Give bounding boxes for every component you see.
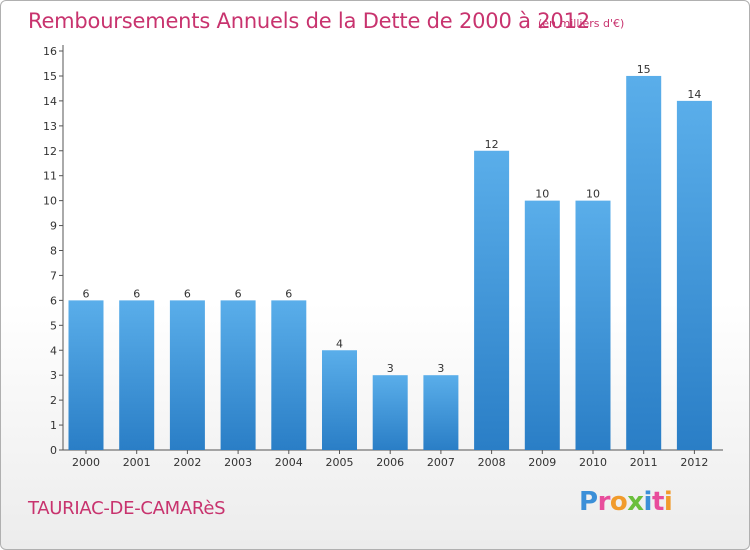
- x-tick-label: 2003: [224, 456, 252, 469]
- y-tick-label: 8: [50, 245, 57, 258]
- logo-letter: P: [579, 487, 598, 517]
- bar: [220, 300, 256, 450]
- logo-letter: o: [609, 487, 628, 517]
- bar: [372, 375, 408, 450]
- bar: [68, 300, 104, 450]
- logo-letter: i: [643, 487, 653, 517]
- bar: [119, 300, 155, 450]
- data-label: 4: [336, 337, 343, 350]
- y-tick-label: 15: [43, 70, 57, 83]
- y-tick-label: 9: [50, 220, 57, 233]
- bar: [271, 300, 307, 450]
- x-tick-label: 2007: [427, 456, 455, 469]
- data-label: 3: [437, 362, 444, 375]
- bar: [524, 200, 560, 450]
- logo-letter: t: [651, 487, 664, 517]
- chart-unit: (en milliers d'€): [538, 17, 625, 30]
- data-label: 15: [637, 63, 651, 76]
- logo-letter: i: [663, 487, 673, 517]
- data-label: 6: [285, 287, 292, 300]
- y-tick-label: 1: [50, 419, 57, 432]
- data-label: 6: [83, 287, 90, 300]
- proxiti-logo: Proxiti: [579, 487, 673, 517]
- y-tick-label: 10: [43, 195, 57, 208]
- data-label: 10: [586, 188, 600, 201]
- y-tick-label: 14: [43, 95, 57, 108]
- data-label: 12: [485, 138, 499, 151]
- x-tick-label: 2008: [478, 456, 506, 469]
- y-tick-label: 16: [43, 45, 57, 58]
- x-tick-label: 2002: [173, 456, 201, 469]
- data-label: 10: [535, 188, 549, 201]
- y-tick-label: 11: [43, 170, 57, 183]
- logo-letter: x: [627, 487, 644, 517]
- x-tick-label: 2009: [528, 456, 556, 469]
- y-tick-label: 7: [50, 269, 57, 282]
- bar: [626, 75, 662, 450]
- x-tick-label: 2000: [72, 456, 100, 469]
- bar: [423, 375, 459, 450]
- x-tick-label: 2010: [579, 456, 607, 469]
- bar: [474, 150, 510, 450]
- bar: [322, 350, 357, 450]
- y-tick-label: 5: [50, 319, 57, 332]
- y-tick-label: 13: [43, 120, 57, 133]
- data-label: 3: [387, 362, 394, 375]
- data-label: 6: [133, 287, 140, 300]
- y-tick-label: 0: [50, 444, 57, 457]
- x-tick-label: 2012: [680, 456, 708, 469]
- municipality-name: TAURIAC-DE-CAMARèS: [28, 498, 226, 519]
- data-label: 6: [235, 287, 242, 300]
- data-label: 14: [687, 88, 701, 101]
- bar: [676, 100, 712, 450]
- bar: [575, 200, 611, 450]
- logo-letter: r: [597, 487, 611, 517]
- x-tick-label: 2005: [326, 456, 354, 469]
- x-tick-label: 2004: [275, 456, 303, 469]
- y-tick-label: 6: [50, 294, 57, 307]
- chart-title: Remboursements Annuels de la Dette de 20…: [28, 9, 590, 33]
- x-tick-label: 2006: [376, 456, 404, 469]
- data-label: 6: [184, 287, 191, 300]
- y-tick-label: 3: [50, 369, 57, 382]
- y-tick-label: 12: [43, 145, 57, 158]
- x-tick-label: 2011: [630, 456, 658, 469]
- y-tick-label: 2: [50, 394, 57, 407]
- y-tick-label: 4: [50, 344, 57, 357]
- bar: [169, 300, 205, 450]
- x-tick-label: 2001: [123, 456, 151, 469]
